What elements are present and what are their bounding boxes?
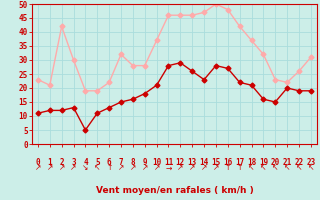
Text: ↗: ↗	[118, 163, 124, 172]
Text: ↑: ↑	[236, 163, 243, 172]
Text: ↗: ↗	[177, 163, 184, 172]
Text: ↗: ↗	[153, 163, 160, 172]
Text: ↑: ↑	[225, 163, 231, 172]
Text: ↗: ↗	[141, 163, 148, 172]
Text: ↗: ↗	[201, 163, 207, 172]
X-axis label: Vent moyen/en rafales ( km/h ): Vent moyen/en rafales ( km/h )	[96, 186, 253, 195]
Text: ↗: ↗	[59, 163, 65, 172]
Text: ↖: ↖	[260, 163, 267, 172]
Text: ↗: ↗	[35, 163, 41, 172]
Text: ↗: ↗	[213, 163, 219, 172]
Text: ↑: ↑	[106, 163, 112, 172]
Text: ↖: ↖	[308, 163, 314, 172]
Text: ↖: ↖	[94, 163, 100, 172]
Text: ↖: ↖	[248, 163, 255, 172]
Text: ↖: ↖	[296, 163, 302, 172]
Text: ↘: ↘	[82, 163, 89, 172]
Text: ↗: ↗	[189, 163, 196, 172]
Text: ↗: ↗	[70, 163, 77, 172]
Text: ↗: ↗	[130, 163, 136, 172]
Text: ↖: ↖	[272, 163, 278, 172]
Text: →: →	[165, 163, 172, 172]
Text: ↗: ↗	[47, 163, 53, 172]
Text: ↖: ↖	[284, 163, 290, 172]
